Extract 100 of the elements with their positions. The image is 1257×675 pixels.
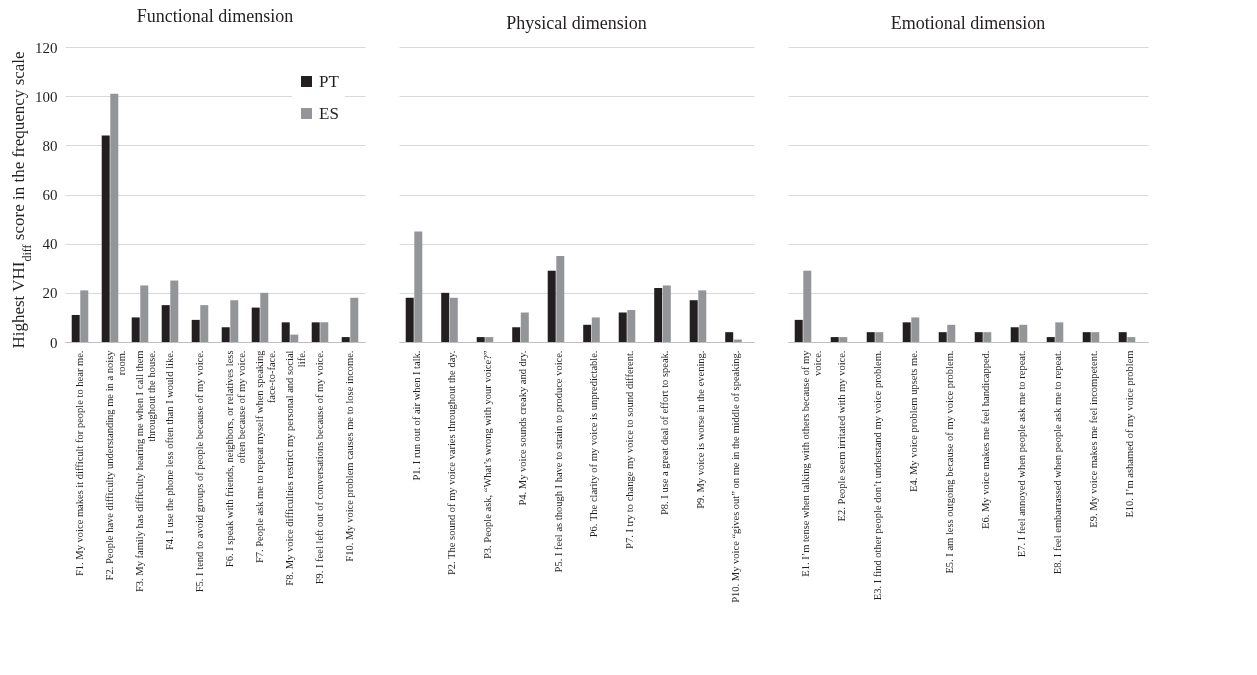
x-tick-label: F8. My voice difficulties restrict my personal and social life.	[284, 350, 307, 586]
x-tick-label: F5. I tend to avoid groups of people because of my voice.	[194, 350, 205, 593]
legend-label: PT	[319, 71, 340, 91]
bar	[441, 292, 450, 342]
chart-title: Physical dimension	[506, 13, 647, 33]
bar	[260, 292, 269, 342]
bar	[1019, 324, 1028, 342]
bar	[1118, 332, 1127, 342]
bar	[200, 305, 209, 342]
bar	[449, 297, 458, 342]
x-tick-label: E1. I’m tense when talking with others because of my voice.	[800, 349, 823, 577]
bar	[911, 317, 920, 342]
bar	[689, 300, 698, 342]
x-tick-label: P9. My voice is worse in the evening.	[694, 350, 706, 509]
bar	[414, 231, 423, 342]
x-tick-label: E9. My voice makes me feel incompetent.	[1088, 350, 1099, 528]
bar	[170, 280, 179, 342]
bar	[290, 334, 299, 342]
x-tick-label: P7. I try to change my voice to sound different.	[623, 350, 635, 549]
bar	[281, 322, 290, 342]
bar	[839, 337, 848, 342]
bar	[1082, 332, 1091, 342]
bar	[547, 270, 556, 342]
bar	[794, 319, 803, 342]
bar	[520, 312, 529, 342]
y-tick-label: 40	[42, 236, 58, 253]
bar	[830, 337, 839, 342]
bar	[1127, 337, 1136, 342]
bar	[902, 322, 911, 342]
x-tick-label: P3. People ask, “What’s wrong with your voice?”	[481, 350, 493, 559]
x-tick-label: E5. I am less outgoing because of my voice problem.	[944, 350, 955, 574]
bar	[662, 285, 671, 342]
x-tick-label: P10. My voice “gives out” on me in the middle of speaking.	[730, 350, 742, 603]
y-tick-label: 0	[50, 334, 58, 351]
bar	[1010, 327, 1019, 342]
bar	[875, 332, 884, 342]
bar	[938, 332, 947, 342]
bar	[71, 314, 80, 342]
bar	[140, 285, 149, 342]
bar	[618, 312, 627, 342]
bar	[230, 300, 239, 342]
legend-label: ES	[319, 103, 339, 123]
x-tick-label: F7. People ask me to repeat myself when speaking face-to-face.	[254, 349, 277, 564]
bar	[221, 327, 230, 342]
bar	[1091, 332, 1100, 342]
bar	[191, 319, 200, 342]
x-tick-label: P2. The sound of my voice varies throughout the day.	[446, 350, 458, 576]
x-tick-label: F9. I feel left out of conversations because of my voice.	[314, 350, 325, 585]
x-tick-label: P8. I use a great deal of effort to speak.	[659, 350, 671, 516]
x-tick-label: P4. My voice sounds creaky and dry.	[517, 350, 529, 506]
x-tick-label: F2. People have difficulty understanding me in a noisy room.	[104, 349, 127, 581]
y-tick-label: 60	[42, 187, 58, 203]
x-tick-label: E4. My voice problem upsets me.	[908, 350, 919, 492]
bar	[80, 290, 89, 342]
y-tick-label: 80	[42, 137, 58, 154]
x-tick-label: F3. My family has difficulty hearing me when I call them throughout the house.	[134, 350, 157, 593]
bar	[485, 337, 494, 342]
bar	[311, 322, 320, 342]
bar	[654, 287, 663, 342]
x-tick-label: E2. People seem irritated with my voice.	[836, 350, 847, 522]
x-tick-label: E10. I’m ashamed of my voice problem	[1124, 350, 1135, 518]
x-tick-label: F6. I speak with friends, neighbors, or relatives less often because of my voice.	[224, 350, 247, 568]
bar	[983, 332, 992, 342]
x-tick-label: P1. I run out of air when I talk.	[410, 350, 422, 481]
bar	[947, 324, 956, 342]
bar	[320, 322, 329, 342]
bar	[1046, 337, 1055, 342]
bar	[803, 270, 812, 342]
chart-title: Emotional dimension	[890, 13, 1046, 33]
bar	[512, 327, 521, 342]
y-tick-label: 20	[42, 285, 58, 302]
bar	[698, 290, 707, 342]
x-tick-label: P5. I feel as though I have to strain to produce voice.	[552, 350, 564, 573]
bar	[556, 255, 565, 342]
x-tick-label: F4. I use the phone less often than I would like.	[164, 350, 175, 550]
bar	[866, 332, 875, 342]
bar	[405, 297, 414, 342]
x-tick-label: E3. I find other people don’t understand my voice problem.	[872, 350, 883, 601]
y-tick-label: 100	[35, 88, 58, 105]
bar	[110, 93, 119, 342]
bar	[1055, 322, 1064, 342]
bar	[591, 317, 600, 342]
bar	[627, 310, 636, 342]
x-tick-label: F1. My voice makes it difficult for people to hear me.	[74, 350, 85, 576]
bar	[476, 337, 485, 342]
bar	[725, 332, 734, 342]
x-tick-label: P6. The clarity of my voice is unpredictable.	[588, 350, 600, 538]
bar	[350, 297, 359, 342]
bar	[974, 332, 983, 342]
bar	[583, 324, 592, 342]
x-tick-label: F10. My voice problem causes me to lose income.	[344, 350, 355, 562]
bar	[251, 307, 260, 342]
y-tick-label: 120	[35, 39, 58, 56]
x-tick-label: E6. My voice makes me feel handicapped.	[980, 350, 991, 529]
bar	[341, 337, 350, 342]
bar	[101, 135, 110, 342]
x-tick-label: E7. I feel annoyed when people ask me to repeat.	[1016, 350, 1027, 558]
bar	[131, 317, 140, 342]
chart-title: Functional dimension	[136, 6, 294, 26]
x-tick-label: E8. I feel embarrassed when people ask me to repeat.	[1052, 350, 1063, 575]
